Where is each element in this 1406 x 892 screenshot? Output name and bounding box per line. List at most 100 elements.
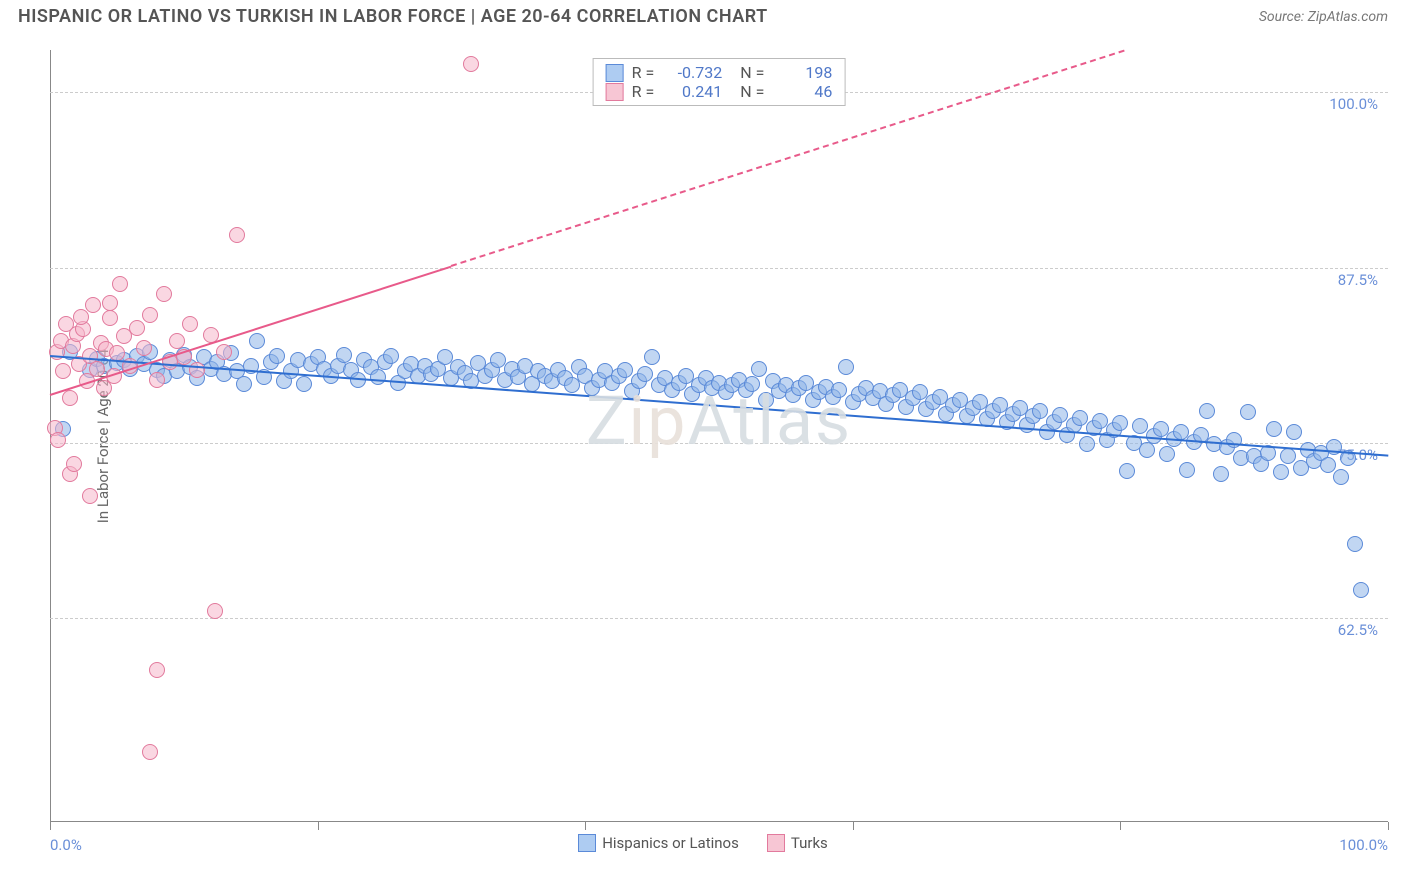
data-point <box>149 662 165 678</box>
data-point <box>851 386 867 402</box>
r-value: 0.241 <box>662 82 722 101</box>
data-point <box>858 380 874 396</box>
data-point <box>1005 406 1021 422</box>
data-point <box>457 365 473 381</box>
data-point <box>53 333 69 349</box>
data-point <box>1273 464 1289 480</box>
data-point <box>945 397 961 413</box>
data-point <box>818 379 834 395</box>
data-point <box>55 363 71 379</box>
data-point <box>296 376 312 392</box>
data-point <box>65 338 81 354</box>
data-point <box>932 389 948 405</box>
data-point <box>1119 463 1135 479</box>
trend-line <box>50 355 1388 457</box>
data-point <box>1286 424 1302 440</box>
data-point <box>838 359 854 375</box>
chart-source: Source: ZipAtlas.com <box>1259 9 1388 25</box>
x-axis-line <box>50 821 1388 822</box>
data-point <box>571 359 587 375</box>
data-point <box>905 390 921 406</box>
data-point <box>644 349 660 365</box>
data-point <box>825 389 841 405</box>
series-legend: Hispanics or LatinosTurks <box>0 834 1406 856</box>
data-point <box>189 370 205 386</box>
data-point <box>236 376 252 392</box>
data-point <box>156 286 172 302</box>
y-tick-label: 87.5% <box>1336 271 1380 289</box>
chart-header: HISPANIC OR LATINO VS TURKISH IN LABOR F… <box>0 0 1406 35</box>
n-label: N = <box>740 82 764 101</box>
data-point <box>564 377 580 393</box>
data-point <box>93 335 109 351</box>
data-point <box>584 380 600 396</box>
data-point <box>1240 404 1256 420</box>
data-point <box>142 744 158 760</box>
data-point <box>73 309 89 325</box>
data-point <box>972 394 988 410</box>
data-point <box>129 320 145 336</box>
x-tick <box>50 822 51 830</box>
data-point <box>75 321 91 337</box>
data-point <box>136 340 152 356</box>
data-point <box>403 356 419 372</box>
data-point <box>55 421 71 437</box>
data-point <box>1213 466 1229 482</box>
data-point <box>149 372 165 388</box>
data-point <box>356 352 372 368</box>
data-point <box>82 488 98 504</box>
data-point <box>1173 424 1189 440</box>
data-point <box>1313 445 1329 461</box>
data-point <box>811 384 827 400</box>
data-point <box>698 370 714 386</box>
data-point <box>657 370 673 386</box>
data-point <box>182 316 198 332</box>
data-point <box>470 355 486 371</box>
data-point <box>1233 450 1249 466</box>
data-point <box>1347 536 1363 552</box>
trend-line <box>50 266 452 396</box>
data-point <box>216 344 232 360</box>
data-point <box>938 406 954 422</box>
data-point <box>718 384 734 400</box>
data-point <box>109 355 125 371</box>
data-point <box>1226 432 1242 448</box>
data-point <box>1012 400 1028 416</box>
data-point <box>96 380 112 396</box>
data-point <box>1039 424 1055 440</box>
data-point <box>711 375 727 391</box>
data-point <box>691 377 707 393</box>
data-point <box>417 358 433 374</box>
data-point <box>624 383 640 399</box>
data-point <box>1179 462 1195 478</box>
data-point <box>85 297 101 313</box>
data-point <box>597 363 613 379</box>
data-point <box>664 382 680 398</box>
stats-row: R =0.241N =46 <box>606 82 833 101</box>
data-point <box>724 377 740 393</box>
data-point <box>82 348 98 364</box>
data-point <box>791 380 807 396</box>
data-point <box>517 358 533 374</box>
data-point <box>189 362 205 378</box>
x-tick <box>318 822 319 830</box>
data-point <box>1052 407 1068 423</box>
data-point <box>1092 413 1108 429</box>
data-point <box>1046 414 1062 430</box>
data-point <box>50 432 66 448</box>
data-point <box>437 349 453 365</box>
data-point <box>82 362 98 378</box>
data-point <box>283 363 299 379</box>
data-point <box>58 316 74 332</box>
data-point <box>269 348 285 364</box>
data-point <box>758 392 774 408</box>
data-point <box>765 373 781 389</box>
data-point <box>731 372 747 388</box>
legend-label: Hispanics or Latinos <box>602 834 739 852</box>
data-point <box>544 373 560 389</box>
data-point <box>751 361 767 377</box>
data-point <box>156 368 172 384</box>
r-value: -0.732 <box>662 63 722 82</box>
data-point <box>557 370 573 386</box>
legend-swatch <box>578 834 596 852</box>
